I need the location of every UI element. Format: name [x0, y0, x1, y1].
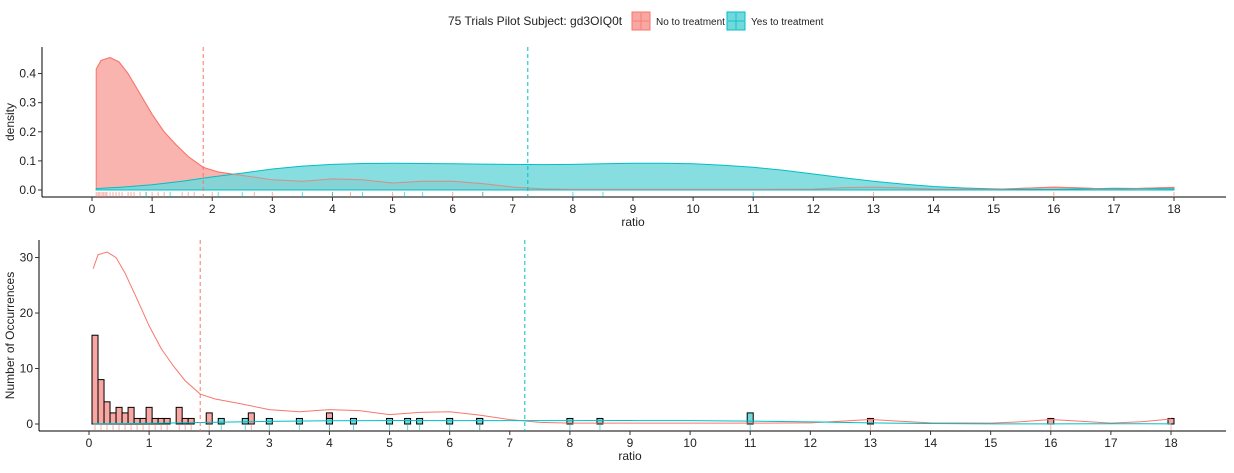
- histogram-bar-yes-to-treatment: [386, 417, 394, 425]
- density-y-axis-title: density: [3, 103, 17, 141]
- density-x-tick-label: 13: [867, 202, 881, 216]
- histogram-x-tick-label: 15: [984, 436, 998, 450]
- histogram-bar-yes-to-treatment: [416, 417, 424, 425]
- density-x-tick-label: 9: [630, 202, 637, 216]
- histogram-bar-yes-to-treatment: [349, 417, 357, 425]
- legend-label-no-to-treatment: No to treatment: [656, 17, 725, 28]
- density-x-tick-label: 1: [149, 202, 156, 216]
- histogram-bar-no-to-treatment: [145, 406, 153, 425]
- histogram-x-tick-label: 18: [1164, 436, 1178, 450]
- histogram-x-tick-label: 5: [386, 436, 393, 450]
- histogram-bar-no-to-treatment: [866, 417, 874, 425]
- density-x-tick-label: 6: [449, 202, 456, 216]
- histogram-y-tick-label: 30: [20, 251, 34, 265]
- histogram-bar-yes-to-treatment: [746, 412, 754, 425]
- density-y-tick-label: 0.3: [19, 96, 36, 110]
- density-x-tick-label: 2: [209, 202, 216, 216]
- histogram-bar-no-to-treatment: [91, 334, 99, 425]
- histogram-x-tick-label: 2: [206, 436, 213, 450]
- density-y-tick-label: 0.4: [19, 67, 36, 81]
- histogram-bar-no-to-treatment: [121, 412, 129, 425]
- density-x-tick-label: 0: [89, 202, 96, 216]
- histogram-x-tick-label: 11: [744, 436, 757, 450]
- histogram-density-line-yes-to-treatment: [93, 420, 1172, 425]
- histogram-x-tick-label: 4: [326, 436, 333, 450]
- histogram-x-tick-label: 10: [683, 436, 697, 450]
- density-x-tick-label: 3: [269, 202, 276, 216]
- histogram-x-tick-label: 16: [1044, 436, 1058, 450]
- density-x-tick-label: 11: [747, 202, 760, 216]
- legend-label-yes-to-treatment: Yes to treatment: [751, 17, 824, 28]
- legend-item-no-to-treatment: No to treatment: [631, 11, 725, 31]
- density-x-tick-label: 7: [509, 202, 516, 216]
- histogram-x-tick-label: 7: [506, 436, 513, 450]
- density-panel: 0 1 2 3 4 5 6 7 8 9 10 11 12 13 14 15 16 17 180.00.10.20.3…: [3, 47, 1226, 229]
- histogram-bar-no-to-treatment: [97, 379, 105, 425]
- histogram-x-tick-label: 8: [567, 436, 574, 450]
- density-x-tick-label: 5: [389, 202, 396, 216]
- density-x-tick-label: 12: [807, 202, 821, 216]
- density-y-tick-label: 0.0: [19, 183, 36, 197]
- density-line-no-to-treatment: [95, 57, 1175, 190]
- histogram-bar-no-to-treatment: [163, 417, 171, 425]
- density-x-tick-label: 16: [1047, 202, 1061, 216]
- histogram-bar-no-to-treatment: [109, 412, 117, 425]
- histogram-x-tick-label: 6: [446, 436, 453, 450]
- density-area-yes-to-treatment: [95, 162, 1175, 191]
- histogram-x-tick-label: 12: [804, 436, 818, 450]
- histogram-bar-no-to-treatment: [103, 401, 111, 425]
- histogram-y-tick-label: 0: [26, 417, 33, 431]
- density-x-tick-label: 18: [1167, 202, 1181, 216]
- density-y-tick-label: 0.2: [19, 125, 36, 139]
- histogram-x-tick-label: 13: [864, 436, 878, 450]
- density-x-tick-label: 8: [570, 202, 577, 216]
- histogram-bar-no-to-treatment: [115, 406, 123, 425]
- histogram-x-tick-label: 17: [1104, 436, 1118, 450]
- histogram-x-axis-title: ratio: [618, 449, 642, 463]
- histogram-bar-yes-to-treatment: [566, 417, 574, 425]
- histogram-x-tick-label: 0: [86, 436, 93, 450]
- legend: 75 Trials Pilot Subject: gd3OIQ0t No to …: [448, 11, 824, 31]
- density-x-axis-title: ratio: [621, 215, 645, 229]
- density-x-tick-label: 14: [927, 202, 941, 216]
- histogram-bar-yes-to-treatment: [404, 417, 412, 425]
- histogram-density-line-no-to-treatment: [92, 251, 1172, 424]
- legend-title: 75 Trials Pilot Subject: gd3OIQ0t: [448, 14, 623, 28]
- histogram-x-tick-label: 9: [627, 436, 634, 450]
- histogram-bar-no-to-treatment: [175, 406, 183, 425]
- histogram-bar-no-to-treatment: [127, 406, 135, 425]
- density-x-tick-label: 17: [1107, 202, 1121, 216]
- histogram-bar-no-to-treatment: [205, 412, 213, 425]
- histogram-x-tick-label: 1: [146, 436, 153, 450]
- histogram-bar-no-to-treatment: [1167, 417, 1175, 425]
- density-x-tick-label: 10: [686, 202, 700, 216]
- legend-item-yes-to-treatment: Yes to treatment: [726, 11, 824, 31]
- density-y-tick-label: 0.1: [19, 154, 36, 168]
- histogram-bar-yes-to-treatment: [596, 417, 604, 425]
- histogram-bar-no-to-treatment: [187, 417, 195, 425]
- histogram-y-tick-label: 20: [20, 306, 34, 320]
- histogram-panel: 0 1 2 3 4 5 6 7 8 9 10 11 12 13 14 15 16 17 180102030ratio…: [3, 240, 1226, 463]
- density-x-tick-label: 15: [987, 202, 1001, 216]
- histogram-x-tick-label: 14: [924, 436, 938, 450]
- histogram-bar-yes-to-treatment: [217, 417, 225, 425]
- histogram-y-tick-label: 10: [20, 362, 34, 376]
- density-x-tick-label: 4: [329, 202, 336, 216]
- histogram-bar-no-to-treatment: [247, 412, 255, 425]
- histogram-bar-yes-to-treatment: [446, 417, 454, 425]
- histogram-bar-yes-to-treatment: [476, 417, 484, 425]
- histogram-y-axis-title: Number of Occurrences: [3, 272, 17, 399]
- histogram-x-tick-label: 3: [266, 436, 273, 450]
